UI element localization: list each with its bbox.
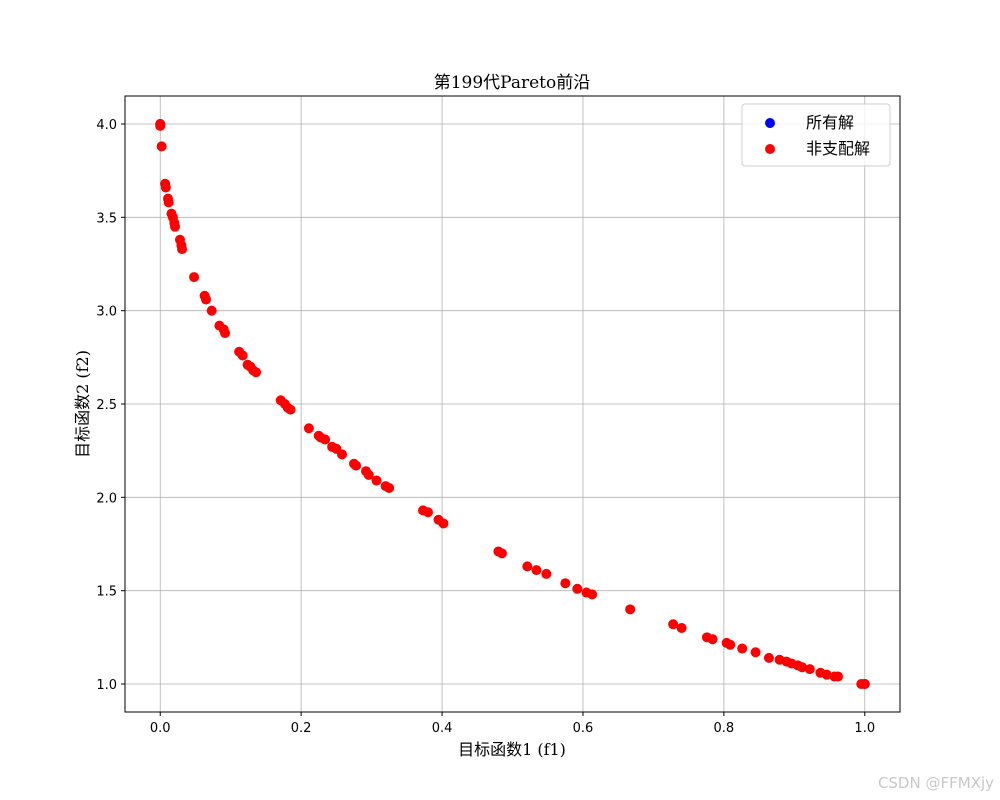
legend-box — [741, 103, 891, 167]
nondominated-solution-point — [821, 669, 832, 680]
nondominated-solution-point — [833, 671, 843, 682]
nondominated-solution-point — [220, 328, 231, 339]
nondominated-solution-point — [303, 423, 314, 434]
nondominated-solution-point — [668, 619, 679, 630]
nondominated-solution-point — [422, 507, 433, 518]
nondominated-solution-point — [572, 583, 583, 594]
x-tick-label: 0.2 — [291, 721, 312, 736]
nondominated-solution-point — [531, 565, 542, 576]
legend: 所有解 非支配解 — [741, 103, 891, 167]
watermark: CSDN @FFMXjy — [878, 774, 994, 792]
nondominated-solution-point — [625, 604, 636, 615]
nondominated-solution-point — [170, 221, 181, 232]
legend-label-all-solutions: 所有解 — [806, 113, 854, 132]
y-tick-label: 4.0 — [96, 118, 117, 133]
x-axis-label: 目标函数1 (f1) — [458, 740, 566, 759]
grid — [125, 96, 900, 712]
plot-frame — [124, 95, 901, 713]
x-tick-label: 0.6 — [573, 721, 594, 736]
nondominated-solution-point — [797, 662, 808, 673]
nondominated-solution-point — [320, 434, 331, 445]
nondominated-solution-point — [206, 305, 217, 316]
nondominated-solution-point — [750, 647, 761, 658]
legend-marker-all-solutions — [765, 118, 775, 128]
nondominated-solution-point — [337, 449, 347, 460]
nondominated-solution-point — [438, 518, 449, 529]
nondominated-solution-point — [804, 664, 815, 675]
nondominated-solution-point — [496, 548, 507, 559]
nondominated-solution-point — [363, 469, 374, 480]
y-tick-label: 1.0 — [96, 678, 117, 693]
nondominated-solution-point — [237, 350, 248, 361]
x-tick-label: 1.0 — [854, 721, 875, 736]
y-tick-label: 2.0 — [96, 491, 117, 506]
x-tick-label: 0.0 — [150, 721, 171, 736]
nondominated-solution-point — [725, 639, 736, 650]
nondominated-solution-point — [285, 404, 296, 415]
nondominated-solution-point — [251, 367, 262, 378]
y-tick-label: 3.0 — [96, 305, 117, 320]
nondominated-solution-point — [763, 652, 774, 663]
y-tick-label: 3.5 — [96, 211, 117, 226]
chart-title: 第199代Pareto前沿 — [434, 73, 591, 93]
y-tick-label: 1.5 — [96, 585, 117, 600]
x-tick-label: 0.8 — [714, 721, 735, 736]
nondominated-solution-point — [201, 294, 212, 305]
nondominated-solution-point — [177, 244, 188, 255]
nondominated-solution-point — [737, 643, 748, 654]
nondominated-solution-point — [560, 578, 571, 589]
nondominated-solution-point — [859, 679, 870, 689]
y-axis-label: 目标函数2 (f2) — [73, 350, 92, 458]
nondominated-solution-point — [587, 589, 598, 600]
nondominated-solution-point — [676, 623, 687, 633]
nondominated-solution-point — [156, 141, 167, 152]
y-ticks: 1.0 1.5 2.0 2.5 3.0 3.5 4.0 — [96, 118, 125, 693]
nondominated-solution-point — [541, 568, 552, 579]
x-ticks: 0.0 0.2 0.4 0.6 0.8 1.0 — [150, 712, 875, 736]
nondominated-solution-point — [160, 182, 171, 193]
legend-marker-nondominated-solutions — [765, 144, 775, 154]
nondominated-solution-point — [163, 197, 174, 208]
legend-label-nondominated-solutions: 非支配解 — [806, 139, 870, 158]
data-points — [155, 119, 870, 689]
nondominated-solution-point — [522, 561, 533, 572]
nondominated-solution-point — [155, 120, 166, 131]
nondominated-solution-point — [384, 483, 395, 493]
nondominated-solution-point — [707, 634, 718, 645]
nondominated-solution-point — [351, 460, 362, 471]
nondominated-solution-point — [189, 272, 200, 283]
x-tick-label: 0.4 — [432, 721, 453, 736]
y-tick-label: 2.5 — [96, 398, 117, 413]
nondominated-solution-point — [371, 475, 382, 486]
